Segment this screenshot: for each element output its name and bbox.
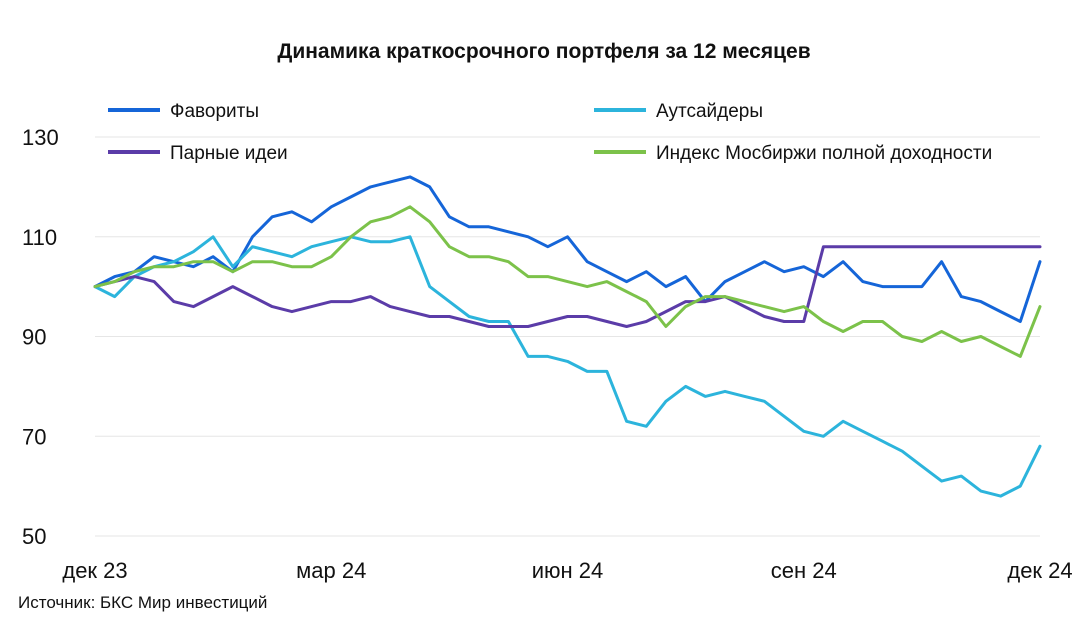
y-tick-label: 90 [22, 325, 46, 350]
y-tick-label: 50 [22, 524, 46, 549]
series-0 [93, 175, 1042, 323]
legend: Фавориты Аутсайдеры Парные идеи Индекс Мосб… [108, 101, 992, 164]
x-tick-label: мар 24 [296, 558, 366, 583]
x-tick-label: сен 24 [771, 558, 837, 583]
y-tick-label: 110 [22, 225, 57, 250]
series-line [93, 235, 1042, 498]
y-tick-label: 70 [22, 424, 46, 449]
series-1 [93, 235, 1042, 498]
legend-label: Индекс Мосбиржи полной доходности [656, 143, 992, 164]
series-lines [93, 175, 1042, 498]
series-3 [93, 205, 1042, 358]
chart-title: Динамика краткосрочного портфеля за 12 м… [277, 40, 811, 63]
x-tick-label: дек 24 [1007, 558, 1072, 583]
series-line [93, 175, 1042, 323]
legend-label: Аутсайдеры [656, 101, 763, 122]
grid-lines [95, 136, 1040, 537]
y-axis-ticks: 50 70 90 110 130 [22, 125, 59, 549]
y-tick-label: 130 [22, 125, 59, 150]
x-axis-ticks: дек 23 мар 24 июн 24 сен 24 дек 24 [62, 558, 1072, 583]
source-note: Источник: БКС Мир инвестиций [18, 593, 268, 612]
series-2 [93, 245, 1042, 328]
legend-label: Фавориты [170, 101, 259, 122]
x-tick-label: июн 24 [532, 558, 604, 583]
x-tick-label: дек 23 [62, 558, 127, 583]
legend-label: Парные идеи [170, 143, 288, 164]
